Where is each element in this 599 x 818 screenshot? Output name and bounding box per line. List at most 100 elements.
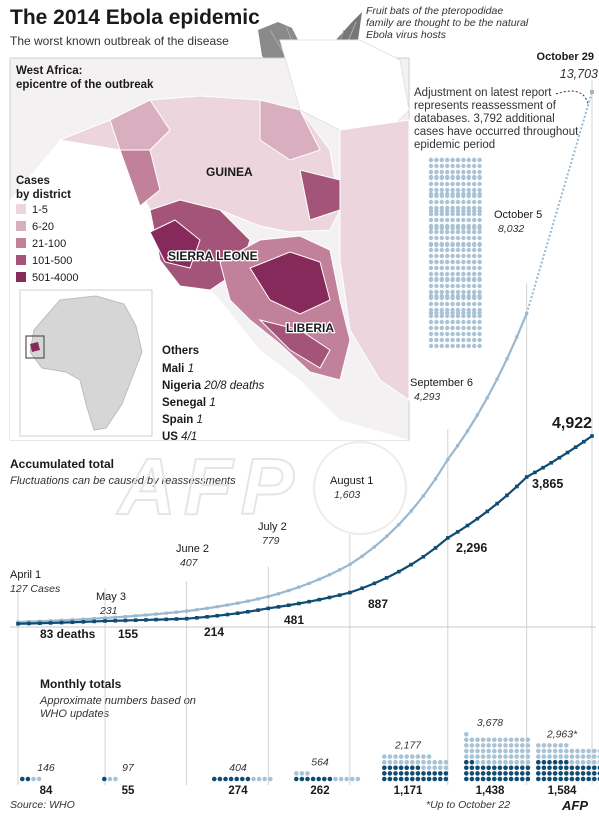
monthly-dot bbox=[503, 776, 508, 782]
adjustment-dot bbox=[472, 163, 477, 169]
deaths-marker bbox=[235, 611, 240, 616]
monthly-dot bbox=[503, 759, 508, 765]
monthly-note: Approximate numbers based on WHO updates bbox=[39, 695, 196, 720]
adjustment-dot bbox=[450, 301, 455, 307]
monthly-dot bbox=[305, 771, 310, 776]
adjustment-dot bbox=[477, 181, 482, 187]
deaths-marker bbox=[327, 595, 332, 600]
adjustment-dot bbox=[439, 193, 444, 199]
monthly-dot bbox=[492, 776, 497, 782]
adjustment-note: Adjustment on latest report represents re… bbox=[414, 87, 579, 151]
cases-marker bbox=[27, 620, 31, 624]
cases-marker bbox=[236, 601, 240, 605]
deaths-marker bbox=[27, 621, 31, 626]
monthly-dot bbox=[464, 759, 469, 765]
adjustment-dot bbox=[428, 289, 434, 295]
deaths-marker bbox=[174, 617, 179, 621]
monthly-dot bbox=[492, 765, 497, 771]
monthly-dot bbox=[520, 771, 525, 776]
cases-marker bbox=[92, 617, 96, 621]
monthly-dot bbox=[508, 754, 514, 759]
monthly-dot bbox=[497, 748, 503, 754]
adjustment-dot bbox=[461, 283, 466, 289]
adjustment-dot bbox=[477, 289, 482, 295]
adjustment-dot bbox=[434, 277, 439, 283]
adjustment-dot bbox=[445, 175, 450, 181]
adjustment-dot bbox=[450, 295, 455, 301]
deaths-marker bbox=[372, 581, 377, 586]
adjustment-dot bbox=[466, 301, 471, 307]
adjustment-dot bbox=[445, 325, 450, 331]
adjustment-dot bbox=[455, 313, 461, 319]
monthly-dot bbox=[580, 771, 586, 776]
monthly-dot bbox=[541, 765, 547, 771]
monthly-dot bbox=[547, 748, 552, 754]
monthly-dot bbox=[305, 776, 310, 782]
monthly-dot bbox=[382, 754, 387, 759]
adjustment-dot bbox=[477, 175, 482, 181]
cases-marker bbox=[485, 396, 489, 400]
monthly-dot bbox=[580, 754, 586, 759]
adjustment-dot bbox=[455, 253, 461, 259]
legend-title: Cases bbox=[16, 175, 50, 187]
adjustment-dot bbox=[445, 211, 450, 217]
adjustment-dot bbox=[461, 205, 466, 211]
monthly-cases-label: 146 bbox=[37, 762, 55, 774]
text-line: cases have occurred throughout bbox=[414, 126, 579, 138]
monthly-dot bbox=[410, 765, 415, 771]
adjustment-dot bbox=[455, 229, 461, 235]
monthly-dot bbox=[464, 754, 469, 759]
monthly-dot bbox=[541, 748, 547, 754]
monthly-dot bbox=[564, 771, 569, 776]
adjustment-dot bbox=[466, 307, 471, 313]
adjustment-dot bbox=[434, 331, 439, 337]
adjustment-dot bbox=[461, 157, 466, 163]
monthly-dot bbox=[398, 776, 404, 782]
monthly-dot bbox=[31, 776, 36, 782]
legend-label: 101-500 bbox=[32, 255, 72, 267]
adjustment-dot bbox=[428, 301, 434, 307]
adjustment-dot bbox=[428, 229, 434, 235]
adjustment-dot bbox=[450, 319, 455, 325]
adjustment-dot bbox=[472, 313, 477, 319]
adjustment-dot bbox=[477, 271, 482, 277]
adjustment-dot bbox=[455, 259, 461, 265]
adjustment-dot bbox=[461, 247, 466, 253]
legend-swatch bbox=[16, 255, 26, 265]
deaths-marker bbox=[524, 475, 529, 479]
adjustment-dot bbox=[428, 259, 434, 265]
monthly-dot bbox=[475, 748, 480, 754]
monthly-dot bbox=[443, 776, 449, 782]
adjustment-dot bbox=[461, 211, 466, 217]
monthly-dot bbox=[432, 759, 438, 765]
monthly-dot bbox=[421, 765, 426, 771]
monthly-dot bbox=[228, 776, 234, 782]
adjustment-dot bbox=[477, 211, 482, 217]
cases-marker bbox=[70, 618, 75, 622]
map-guinea-districts-c bbox=[119, 149, 161, 207]
deaths-marker bbox=[225, 612, 230, 617]
deaths-marker bbox=[446, 536, 450, 540]
monthly-dot bbox=[536, 765, 541, 771]
adjustment-dot bbox=[439, 271, 444, 277]
adjustment-dot bbox=[445, 229, 450, 235]
adjustment-dot bbox=[434, 229, 439, 235]
monthly-dot bbox=[387, 776, 393, 782]
cases-marker bbox=[144, 613, 148, 617]
cases-marker bbox=[256, 597, 260, 601]
adjustment-dot bbox=[477, 169, 482, 175]
adjustment-dot bbox=[455, 331, 461, 337]
map-region-subtitle: epicentre of the outbreak bbox=[16, 79, 154, 91]
monthly-dot bbox=[486, 765, 492, 771]
monthly-deaths-label: 274 bbox=[228, 785, 248, 797]
adjustment-dot bbox=[472, 181, 477, 187]
adjustment-dot bbox=[472, 325, 477, 331]
adjustment-dot bbox=[428, 211, 434, 217]
adjustment-dot bbox=[477, 331, 482, 337]
monthly-dot bbox=[586, 771, 591, 776]
adjustment-dot bbox=[466, 283, 471, 289]
adjustment-dot bbox=[461, 229, 466, 235]
deaths-marker bbox=[360, 586, 364, 591]
adjustment-dot bbox=[455, 205, 461, 211]
monthly-dot bbox=[486, 771, 492, 776]
